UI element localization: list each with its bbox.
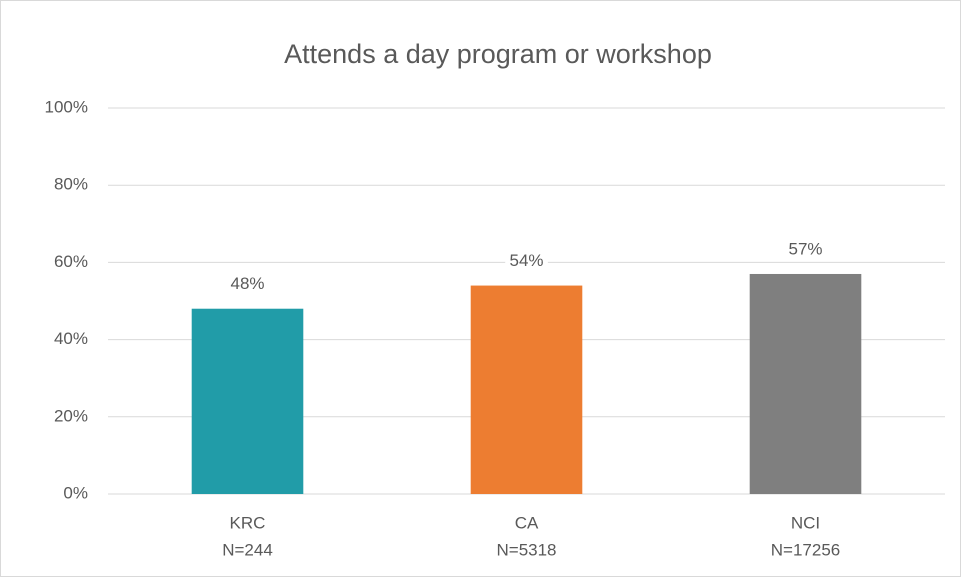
y-tick-label: 80%	[54, 175, 88, 194]
chart-title: Attends a day program or workshop	[284, 39, 712, 69]
bar	[470, 285, 583, 494]
x-tick-label: NCI	[791, 513, 820, 532]
y-tick-label: 60%	[54, 252, 88, 271]
data-label: 57%	[788, 239, 822, 258]
y-tick-label: 40%	[54, 329, 88, 348]
bar	[191, 308, 304, 494]
x-tick-sample-size: N=17256	[771, 540, 840, 559]
y-tick-label: 20%	[54, 406, 88, 425]
x-tick-label: CA	[515, 513, 539, 532]
bar	[749, 273, 862, 494]
x-tick-sample-size: N=244	[222, 540, 273, 559]
x-tick-label: KRC	[230, 513, 266, 532]
y-tick-label: 0%	[63, 483, 88, 502]
data-label: 48%	[230, 274, 264, 293]
data-label: 54%	[509, 251, 543, 270]
x-tick-sample-size: N=5318	[496, 540, 556, 559]
y-tick-label: 100%	[45, 97, 88, 116]
